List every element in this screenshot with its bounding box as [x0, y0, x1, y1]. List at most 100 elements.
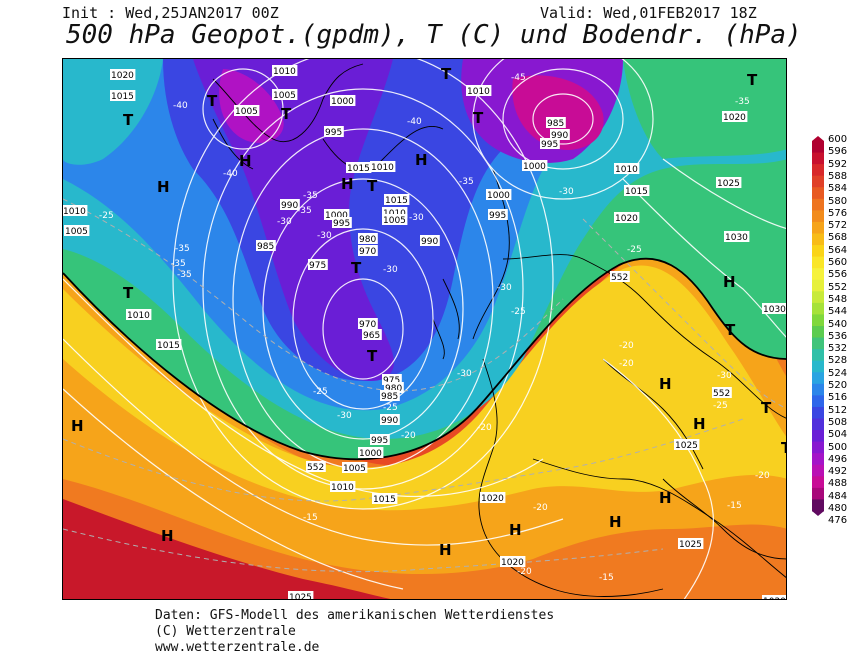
temperature-label: -25 [383, 403, 398, 413]
temperature-label: -40 [223, 169, 238, 179]
temperature-label: -30 [317, 231, 332, 241]
colorbar-label: 540 [828, 318, 848, 330]
colorbar-swatch [812, 314, 824, 327]
pressure-label-box [358, 447, 384, 458]
pressure-label: 1010 [331, 483, 354, 493]
pressure-label: 980 [359, 235, 376, 245]
colorbar-label: 480 [828, 503, 848, 514]
colorbar-swatch [812, 141, 824, 154]
colorbar-swatch [812, 326, 824, 339]
pressure-label: 1025 [717, 179, 740, 189]
colorbar-swatch [812, 395, 824, 408]
colorbar-label: 516 [828, 392, 848, 404]
temperature-label: -35 [171, 259, 186, 269]
temperature-label: -20 [533, 503, 548, 513]
pressure-label: 1000 [523, 162, 546, 172]
temperature-label: -30 [497, 283, 512, 293]
fill-yellow [63, 265, 786, 511]
colorbar-swatch [812, 453, 824, 466]
temperature-label: -20 [755, 471, 770, 481]
colorbar-bottom-arrow [812, 511, 824, 516]
colorbar-top-arrow [812, 136, 824, 141]
low-pressure-marker: T [123, 111, 134, 129]
temperature-label: -40 [407, 117, 422, 127]
colorbar-label: 528 [828, 355, 848, 367]
pressure-label-box [358, 318, 378, 329]
pressure-label-box [486, 189, 512, 200]
pressure-label-box [384, 382, 404, 393]
temperature-label: -35 [303, 191, 318, 201]
high-pressure-marker: H [693, 415, 706, 433]
chart-title: 500 hPa Geopot.(gpdm), T (C) und Bodendr… [66, 20, 802, 50]
high-pressure-marker: H [509, 521, 522, 539]
pressure-label-box [614, 212, 640, 223]
colorbar-label: 552 [828, 281, 848, 293]
colorbar-label: 556 [828, 269, 848, 281]
pressure-label: 995 [333, 219, 350, 229]
pressure-label: 1000 [325, 211, 348, 221]
pressure-label: 1005 [235, 107, 258, 117]
pressure-label-box [488, 209, 508, 220]
temperature-labels: -40-40-40-45-35-35-30-35-35-30-30-30-30-… [99, 73, 770, 583]
high-pressure-marker: H [659, 375, 672, 393]
temperature-label: -35 [459, 177, 474, 187]
colorbar-label: 576 [828, 207, 848, 219]
colorbar-swatch [812, 175, 824, 188]
pressure-label: 985 [381, 392, 398, 402]
pressure-label: 975 [383, 376, 400, 386]
footer-url: www.wetterzentrale.de [155, 640, 320, 655]
high-pressure-marker: H [609, 513, 622, 531]
contour-552-label-box [712, 387, 732, 398]
pressure-label: 1010 [273, 67, 296, 77]
temperature-label: -20 [477, 423, 492, 433]
colorbar-swatch [812, 476, 824, 489]
colorbar-swatch [812, 187, 824, 200]
pressure-label-box [384, 194, 410, 205]
temperature-label: -25 [713, 401, 728, 411]
pressure-label-box [272, 89, 298, 100]
low-pressure-marker: T [441, 65, 452, 83]
contour-552 [63, 257, 786, 461]
colorbar-swatch [812, 198, 824, 211]
pressure-label: 1005 [343, 464, 366, 474]
colorbar-label: 588 [828, 170, 848, 182]
pressure-label-box [110, 90, 136, 101]
pressure-label-box [382, 214, 408, 225]
colorbar-label: 544 [828, 306, 848, 318]
pressure-label: 1010 [615, 165, 638, 175]
pressure-label-box [546, 117, 566, 128]
contour-552-label: 552 [611, 273, 628, 283]
colorbar-label: 600 [828, 134, 848, 145]
pressure-label-box [280, 199, 300, 210]
pressure-label-box [308, 259, 328, 270]
pressure-label-box [346, 162, 372, 173]
pressure-label: 1015 [625, 187, 648, 197]
high-pressure-marker: H [415, 151, 428, 169]
temperature-label: -20 [619, 359, 634, 369]
pressure-label-box [370, 161, 396, 172]
pressure-label: 1020 [723, 113, 746, 123]
temperature-label: -25 [627, 245, 642, 255]
colorbar-swatch [812, 291, 824, 304]
colorbar-label: 508 [828, 416, 848, 428]
temperature-label: -25 [99, 211, 114, 221]
pressure-label-box [332, 217, 352, 228]
colorbar-label: 568 [828, 232, 848, 244]
pressure-label: 990 [551, 131, 568, 141]
pressure-label: 980 [385, 384, 402, 394]
temperature-label: -25 [511, 307, 526, 317]
low-pressure-marker: T [473, 109, 484, 127]
pressure-label: 1000 [331, 97, 354, 107]
pressure-label: 970 [359, 247, 376, 257]
colorbar-swatch [812, 487, 824, 500]
high-pressure-marker: H [341, 175, 354, 193]
fill-purple [193, 59, 394, 381]
temperature-label: -20 [401, 431, 416, 441]
pressure-label: 995 [325, 128, 342, 138]
pressure-label: 1020 [615, 214, 638, 224]
temperature-label: -35 [735, 97, 750, 107]
temperature-label: -30 [559, 187, 574, 197]
temperature-label: -40 [173, 101, 188, 111]
